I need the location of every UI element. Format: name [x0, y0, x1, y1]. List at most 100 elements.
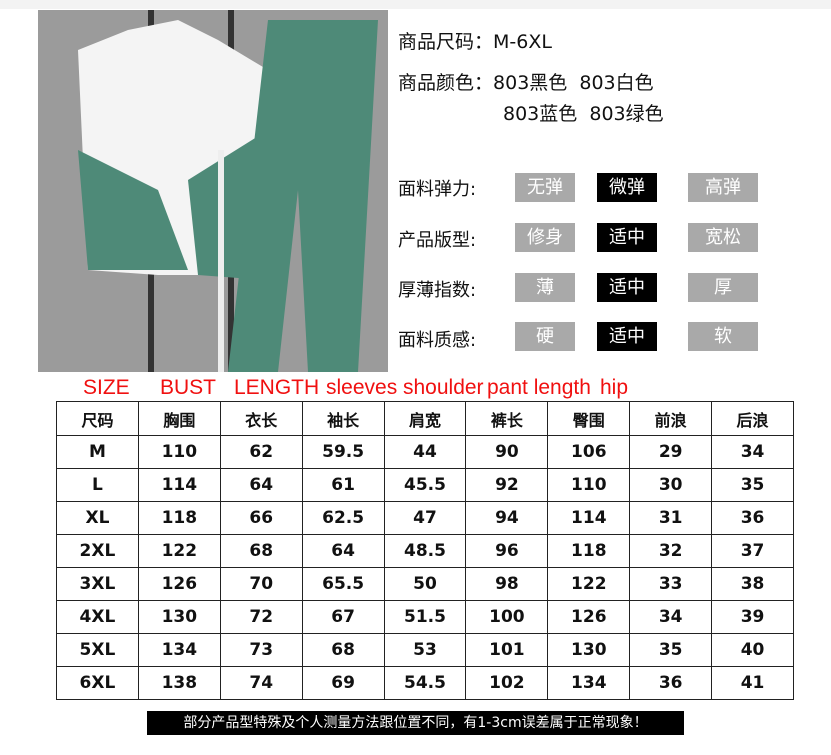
table-cell: 6XL — [56, 666, 139, 700]
attribute-label-texture: 面料质感: — [398, 330, 477, 351]
table-cell: 122 — [547, 567, 631, 601]
color-label: 商品颜色： — [398, 72, 494, 94]
table-cell: L — [56, 468, 139, 502]
table-row: 2XL 122 68 64 48.5 96 118 32 37 — [56, 534, 794, 568]
table-cell: 30 — [629, 468, 713, 502]
attribute-option-selected: 适中 — [597, 322, 657, 351]
table-cell: 64 — [219, 468, 303, 502]
annotation-bust: BUST — [160, 376, 217, 399]
table-cell: 130 — [137, 600, 221, 634]
attribute-option: 厚 — [688, 273, 758, 302]
attribute-option-selected: 适中 — [597, 223, 657, 252]
table-cell: 32 — [629, 534, 713, 568]
attribute-label-fit: 产品版型: — [398, 230, 477, 251]
color-row: 商品颜色：803黑色 803白色 — [398, 68, 654, 95]
table-cell: 114 — [137, 468, 221, 502]
table-cell: 61 — [301, 468, 385, 502]
column-header: 臀围 — [547, 401, 631, 436]
table-cell: 98 — [465, 567, 549, 601]
table-cell: 64 — [301, 534, 385, 568]
table-cell: 122 — [137, 534, 221, 568]
product-photo — [38, 10, 388, 372]
table-cell: 110 — [137, 435, 221, 469]
table-cell: 50 — [383, 567, 467, 601]
color-row-2: 803蓝色 803绿色 — [503, 99, 664, 126]
table-cell: 101 — [465, 633, 549, 667]
table-cell: 69 — [301, 666, 385, 700]
table-cell: 37 — [711, 534, 794, 568]
table-cell: 134 — [547, 666, 631, 700]
table-cell: 114 — [547, 501, 631, 535]
table-cell: 36 — [629, 666, 713, 700]
table-cell: 74 — [219, 666, 303, 700]
size-table: 尺码 胸围 衣长 袖长 肩宽 裤长 臀围 前浪 后浪 M 110 62 59.5 44 90 106 29 34… — [56, 401, 794, 700]
attribute-option: 薄 — [515, 273, 575, 302]
table-row: L 114 64 61 45.5 92 110 30 35 — [56, 468, 794, 502]
color-option: 803蓝色 — [503, 103, 578, 125]
size-value: M-6XL — [493, 31, 552, 53]
column-header: 衣长 — [219, 401, 303, 436]
table-cell: 66 — [219, 501, 303, 535]
table-cell: 48.5 — [383, 534, 467, 568]
table-cell: 40 — [711, 633, 794, 667]
table-cell: 73 — [219, 633, 303, 667]
table-cell: 94 — [465, 501, 549, 535]
measurement-note: 部分产品型特殊及个人测量方法跟位置不同，有1-3cm误差属于正常现象！ — [147, 711, 684, 735]
attribute-option: 硬 — [515, 322, 575, 351]
annotation-pant-length: pant length — [487, 376, 591, 399]
table-cell: M — [56, 435, 139, 469]
attribute-option: 软 — [688, 322, 758, 351]
table-cell: 90 — [465, 435, 549, 469]
table-cell: 47 — [383, 501, 467, 535]
table-row: 6XL 138 74 69 54.5 102 134 36 41 — [56, 666, 794, 700]
table-cell: 72 — [219, 600, 303, 634]
attribute-label-thickness: 厚薄指数: — [398, 280, 477, 301]
table-row: XL 118 66 62.5 47 94 114 31 36 — [56, 501, 794, 535]
table-cell: 118 — [547, 534, 631, 568]
table-cell: 118 — [137, 501, 221, 535]
table-cell: 34 — [711, 435, 794, 469]
annotation-sleeves: sleeves — [326, 376, 398, 399]
table-cell: 106 — [547, 435, 631, 469]
table-cell: 62 — [219, 435, 303, 469]
attribute-option: 修身 — [515, 223, 575, 252]
table-cell: 33 — [629, 567, 713, 601]
table-cell: 130 — [547, 633, 631, 667]
attribute-option: 宽松 — [688, 223, 758, 252]
table-cell: 138 — [137, 666, 221, 700]
table-cell: 102 — [465, 666, 549, 700]
attribute-option: 无弹 — [515, 173, 575, 202]
size-range: 商品尺码：M-6XL — [398, 27, 552, 54]
color-option: 803白色 — [579, 72, 654, 94]
table-header-row: 尺码 胸围 衣长 袖长 肩宽 裤长 臀围 前浪 后浪 — [56, 401, 794, 436]
color-option: 803黑色 — [493, 72, 568, 94]
attribute-label-elasticity: 面料弹力: — [398, 179, 477, 200]
annotation-size: SIZE — [83, 376, 130, 399]
column-header: 肩宽 — [383, 401, 467, 436]
annotation-hip: hip — [600, 376, 629, 399]
table-row: M 110 62 59.5 44 90 106 29 34 — [56, 435, 794, 469]
annotation-length: LENGTH — [234, 376, 320, 399]
table-cell: 36 — [711, 501, 794, 535]
column-header: 袖长 — [301, 401, 385, 436]
color-option: 803绿色 — [589, 103, 664, 125]
table-cell: 68 — [219, 534, 303, 568]
table-cell: XL — [56, 501, 139, 535]
table-cell: 59.5 — [301, 435, 385, 469]
top-strip — [0, 0, 831, 9]
table-cell: 126 — [547, 600, 631, 634]
table-cell: 34 — [629, 600, 713, 634]
column-header: 前浪 — [629, 401, 713, 436]
table-cell: 44 — [383, 435, 467, 469]
table-cell: 29 — [629, 435, 713, 469]
attribute-option: 高弹 — [688, 173, 758, 202]
column-header: 胸围 — [137, 401, 221, 436]
table-row: 5XL 134 73 68 53 101 130 35 40 — [56, 633, 794, 667]
table-cell: 62.5 — [301, 501, 385, 535]
table-cell: 45.5 — [383, 468, 467, 502]
table-cell: 70 — [219, 567, 303, 601]
table-cell: 51.5 — [383, 600, 467, 634]
table-cell: 96 — [465, 534, 549, 568]
table-cell: 134 — [137, 633, 221, 667]
table-cell: 67 — [301, 600, 385, 634]
